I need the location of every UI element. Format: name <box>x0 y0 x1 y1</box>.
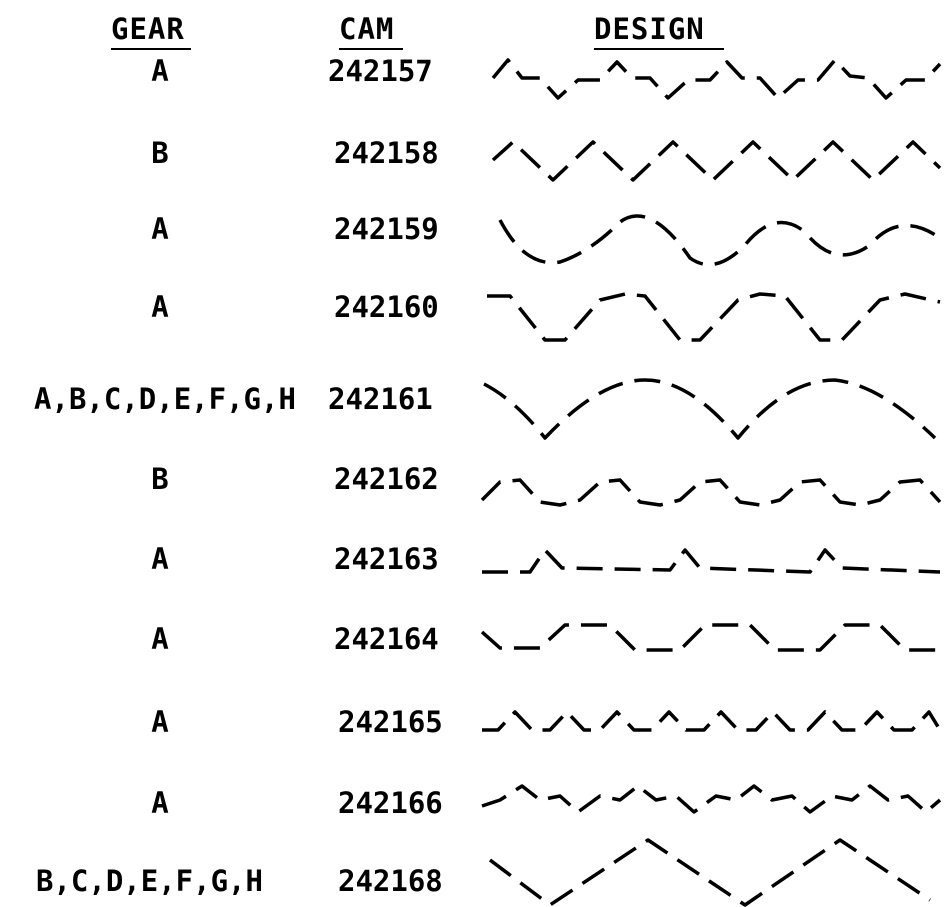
design-wave-242166 <box>481 784 942 814</box>
design-wave-242163 <box>482 548 941 574</box>
gear-label: B,C,D,E,F,G,H <box>36 864 263 898</box>
gear-label: B <box>151 462 169 496</box>
design-wave-242158 <box>491 140 942 182</box>
design-column-header: DESIGN <box>594 12 705 46</box>
cam-number: 242160 <box>334 290 439 324</box>
gear-label: B <box>151 136 169 170</box>
design-header-underline <box>594 48 724 50</box>
cam-number: 242166 <box>338 786 443 820</box>
cam-number: 242165 <box>338 705 443 739</box>
cam-number: 242163 <box>334 542 439 576</box>
gear-label: A <box>151 786 169 820</box>
gear-label: A <box>151 622 169 656</box>
cam-number: 242161 <box>328 382 433 416</box>
cam-number: 242164 <box>334 622 439 656</box>
design-wave-242164 <box>480 623 940 652</box>
design-wave-242168 <box>488 838 931 907</box>
gear-label: A <box>151 290 169 324</box>
design-wave-242165 <box>482 710 942 732</box>
cam-number: 242168 <box>338 864 443 898</box>
gear-label: A,B,C,D,E,F,G,H <box>34 382 296 416</box>
gear-label: A <box>151 542 169 576</box>
cam-number: 242159 <box>334 212 439 246</box>
design-wave-242162 <box>480 478 942 507</box>
cam-header-underline <box>339 48 403 50</box>
design-wave-242157 <box>491 58 942 100</box>
cam-column-header: CAM <box>339 12 395 46</box>
design-wave-242160 <box>487 292 941 342</box>
design-wave-242161 <box>483 378 937 440</box>
design-wave-242159 <box>498 214 942 267</box>
cam-number: 242158 <box>334 136 439 170</box>
gear-column-header: GEAR <box>111 12 185 46</box>
gear-label: A <box>151 54 169 88</box>
gear-label: A <box>151 212 169 246</box>
cam-number: 242162 <box>334 462 439 496</box>
gear-label: A <box>151 705 169 739</box>
gear-header-underline <box>111 48 191 50</box>
cam-number: 242157 <box>328 54 433 88</box>
